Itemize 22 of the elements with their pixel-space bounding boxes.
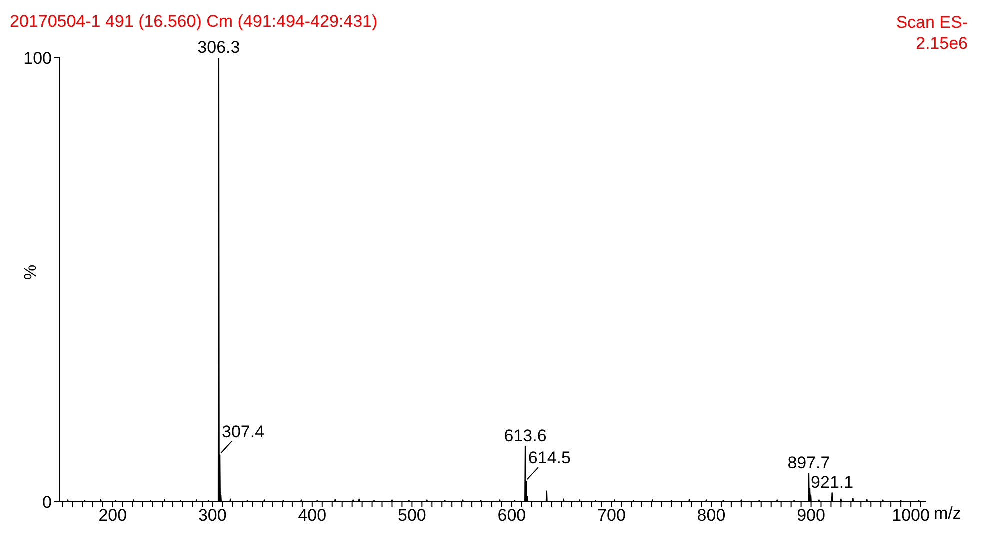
y-tick-label: 0 [42,493,52,512]
chart-title: 20170504-1 491 (16.560) Cm (491:494-429:431) [10,12,378,32]
x-tick-label: 1000 [892,506,930,526]
annotation: 613.6 [504,426,547,446]
annotation: 307.4 [222,422,265,442]
x-tick-label: 900 [797,506,826,526]
y-tick-label: 100 [24,49,52,68]
annotation: 614.5 [528,448,571,468]
text: Scan ES- [896,12,968,33]
y-axis-title: % [21,264,40,280]
x-tick-label: 600 [498,506,526,526]
x-tick-label: 700 [598,506,626,526]
x-axis-title: m/z [934,504,962,524]
annotation: 921.1 [811,473,854,492]
x-tick-label: 500 [398,506,426,526]
annotation: 897.7 [788,454,830,473]
text: 2.15e6 [915,33,968,54]
x-tick-label: 300 [198,506,227,526]
x-tick-label: 800 [697,506,726,526]
x-tick-label: 200 [98,506,128,526]
x-tick-label: 400 [298,506,327,526]
annotation: 306.3 [198,38,240,57]
